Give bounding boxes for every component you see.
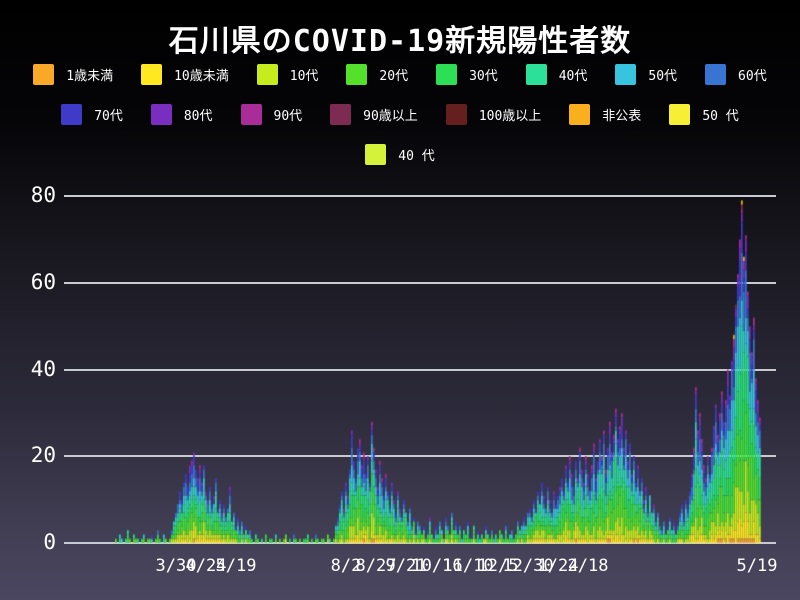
legend-row: 70代 80代 90代 90歳以上 100歳以上 非公表 50 代 [0, 104, 800, 125]
legend-swatch-icon [615, 64, 637, 85]
legend-label: 30代 [469, 69, 498, 84]
legend-label: 20代 [379, 69, 409, 84]
y-tick-label: 40 [30, 357, 56, 381]
legend-item: 90代 [240, 104, 303, 125]
legend-label: 50 代 [702, 109, 739, 124]
legend-label: 90歳以上 [363, 109, 418, 124]
legend-item: 50 代 [669, 104, 739, 125]
legend-swatch-icon [569, 104, 591, 125]
x-tick-label: 8/27 [355, 556, 397, 576]
legend-swatch-icon [525, 64, 547, 85]
legend-item: 30代 [436, 64, 498, 85]
legend-swatch-icon [705, 64, 727, 85]
legend-label: 10歳未満 [174, 69, 229, 84]
x-tick-label: 5/19 [736, 556, 778, 576]
legend-label: 10代 [289, 69, 319, 84]
y-tick-label: 80 [30, 183, 56, 207]
legend-swatch-icon [61, 104, 83, 125]
y-tick-label: 20 [30, 443, 56, 467]
stacked-bar-chart-canvas [60, 190, 780, 550]
legend-swatch-icon [240, 104, 262, 125]
legend-swatch-icon [669, 104, 691, 125]
legend-item: 90歳以上 [330, 104, 418, 125]
legend-item: 20代 [346, 64, 408, 85]
legend-swatch-icon [365, 144, 387, 165]
legend-label: 40代 [558, 69, 588, 84]
legend-item: 10代 [256, 64, 319, 85]
legend-swatch-icon [436, 64, 458, 85]
legend-label: 50代 [648, 69, 678, 84]
legend-swatch-icon [141, 64, 163, 85]
legend-row: 40 代 [0, 144, 800, 165]
x-tick-label: 10/16 [411, 556, 463, 576]
legend-item: 40 代 [365, 144, 435, 165]
legend-label: 70代 [94, 109, 123, 124]
legend-label: 80代 [183, 109, 213, 124]
legend-item: 60代 [705, 64, 767, 85]
x-tick-label: 1/24 [537, 556, 579, 576]
legend-swatch-icon [346, 64, 368, 85]
legend-label: 90代 [273, 109, 303, 124]
legend-item: 10歳未満 [141, 64, 229, 85]
legend-swatch-icon [330, 104, 352, 125]
legend-label: 40 代 [398, 149, 435, 164]
legend-item: 1歳未満 [33, 64, 113, 85]
x-tick-label: 8/2 [330, 556, 362, 576]
legend-item: 非公表 [569, 104, 641, 125]
legend-item: 100歳以上 [445, 104, 542, 125]
chart-title: 石川県のCOVID-19新規陽性者数 [168, 24, 632, 59]
legend-swatch-icon [33, 64, 55, 85]
legend-swatch-icon [256, 64, 278, 85]
legend-item: 40代 [525, 64, 588, 85]
x-tick-label: 5/19 [215, 556, 257, 576]
legend-swatch-icon [150, 104, 172, 125]
legend-swatch-icon [445, 104, 467, 125]
y-tick-label: 60 [30, 270, 56, 294]
legend-label: 非公表 [602, 109, 642, 124]
legend-item: 80代 [150, 104, 213, 125]
legend-row: 1歳未満 10歳未満 10代 20代 30代 40代 50代 60代 [0, 64, 800, 85]
x-tick-label: 3/30 [155, 556, 197, 576]
x-tick-label: 12/30 [502, 556, 554, 576]
legend-label: 1歳未満 [66, 69, 114, 84]
legend-label: 60代 [738, 69, 767, 84]
legend-item: 50代 [615, 64, 677, 85]
legend-label: 100歳以上 [478, 109, 542, 124]
x-tick-label: 2/18 [567, 556, 609, 576]
x-tick-label: 11/10 [442, 556, 494, 576]
y-tick-label: 0 [43, 530, 56, 554]
x-tick-label: 9/21 [385, 556, 427, 576]
x-tick-label: 4/24 [185, 556, 227, 576]
x-tick-label: 12/5 [477, 556, 519, 576]
legend-item: 70代 [61, 104, 123, 125]
